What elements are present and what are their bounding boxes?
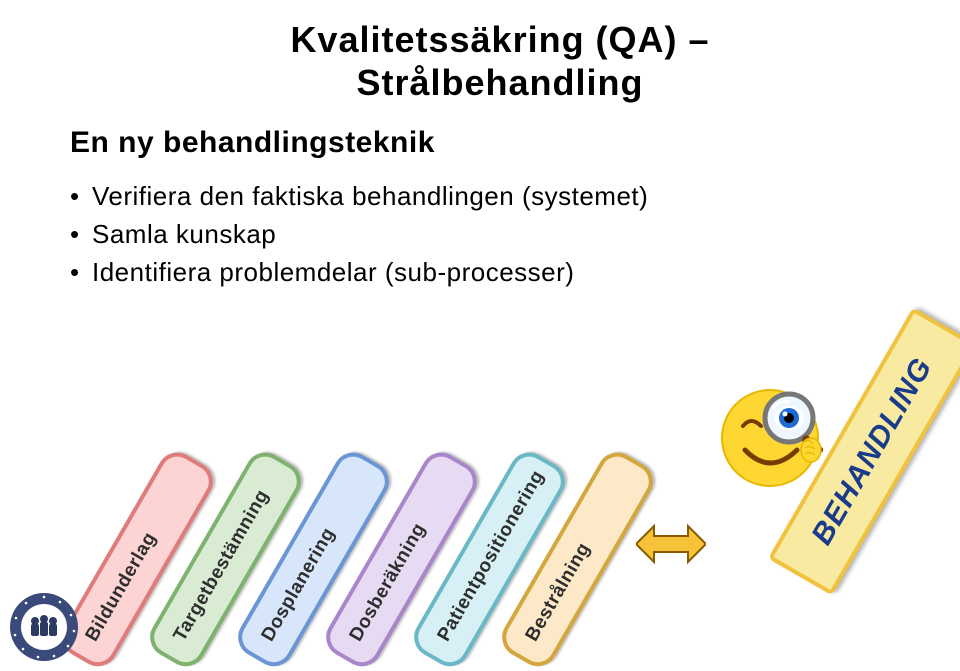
bidirectional-arrow-icon (636, 520, 706, 568)
subtitle: En ny behandlingsteknik (70, 126, 930, 160)
page-title: Kvalitetssäkring (QA) – Strålbehandling (70, 18, 930, 104)
bullet-item: Identifiera problemdelar (sub-processer) (70, 254, 930, 292)
university-seal-icon (8, 591, 80, 663)
process-steps: BildunderlagTargetbestämningDosplanering… (80, 400, 620, 660)
arrow-shape (636, 526, 706, 562)
title-line-1: Kvalitetssäkring (QA) – (290, 19, 709, 60)
process-step-label: Bestrålning (521, 539, 595, 645)
bullet-item: Verifiera den faktiska behandlingen (sys… (70, 178, 930, 216)
bullet-list: Verifiera den faktiska behandlingen (sys… (70, 178, 930, 291)
title-line-2: Strålbehandling (356, 62, 643, 103)
bullet-item: Samla kunskap (70, 216, 930, 254)
process-step-label: Bildunderlag (81, 529, 161, 646)
